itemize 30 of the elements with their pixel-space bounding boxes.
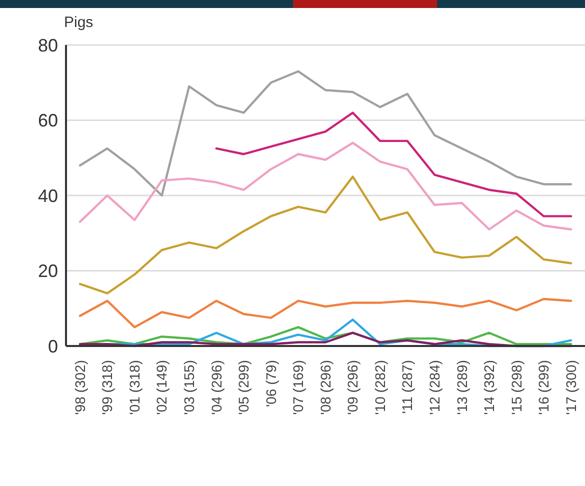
y-tick-label: 80 bbox=[38, 35, 58, 56]
line-series bbox=[78, 142, 572, 230]
x-tick-label: '08 (296) bbox=[317, 360, 334, 415]
x-tick-label: '02 (149) bbox=[154, 360, 170, 415]
x-tick-label: '99 (318) bbox=[99, 360, 116, 415]
x-tick-label: '06 (79) bbox=[262, 360, 279, 408]
x-tick-label: '16 (299) bbox=[536, 360, 552, 415]
x-tick-label: '17 (300) bbox=[562, 360, 579, 415]
y-axis-title: Pigs bbox=[64, 14, 94, 31]
line-series bbox=[78, 176, 572, 294]
line-series bbox=[78, 298, 572, 328]
x-tick-label: '07 (169) bbox=[290, 360, 306, 415]
x-tick-label: '09 (296) bbox=[344, 360, 361, 415]
x-tick-label: '03 (155) bbox=[181, 360, 198, 415]
x-tick-label: '05 (299) bbox=[236, 360, 252, 415]
line-series bbox=[78, 70, 572, 197]
x-tick-label: '10 (282) bbox=[372, 360, 388, 415]
x-tick-label: '14 (392) bbox=[481, 360, 498, 415]
x-tick-label: '12 (284) bbox=[426, 360, 443, 415]
y-tick-label: 40 bbox=[38, 186, 58, 206]
x-tick-label: '15 (298) bbox=[508, 360, 524, 415]
x-tick-label: '13 (289) bbox=[454, 360, 470, 415]
line-series bbox=[215, 112, 572, 218]
y-tick-label: 60 bbox=[38, 110, 58, 131]
y-tick-label: 0 bbox=[48, 336, 58, 356]
x-tick-label: '11 (287) bbox=[399, 360, 416, 414]
x-tick-label: '98 (302) bbox=[72, 360, 88, 415]
y-tick-label: 20 bbox=[38, 261, 58, 282]
x-tick-label: '01 (318) bbox=[126, 360, 142, 415]
x-tick-label: '04 (296) bbox=[208, 360, 224, 415]
